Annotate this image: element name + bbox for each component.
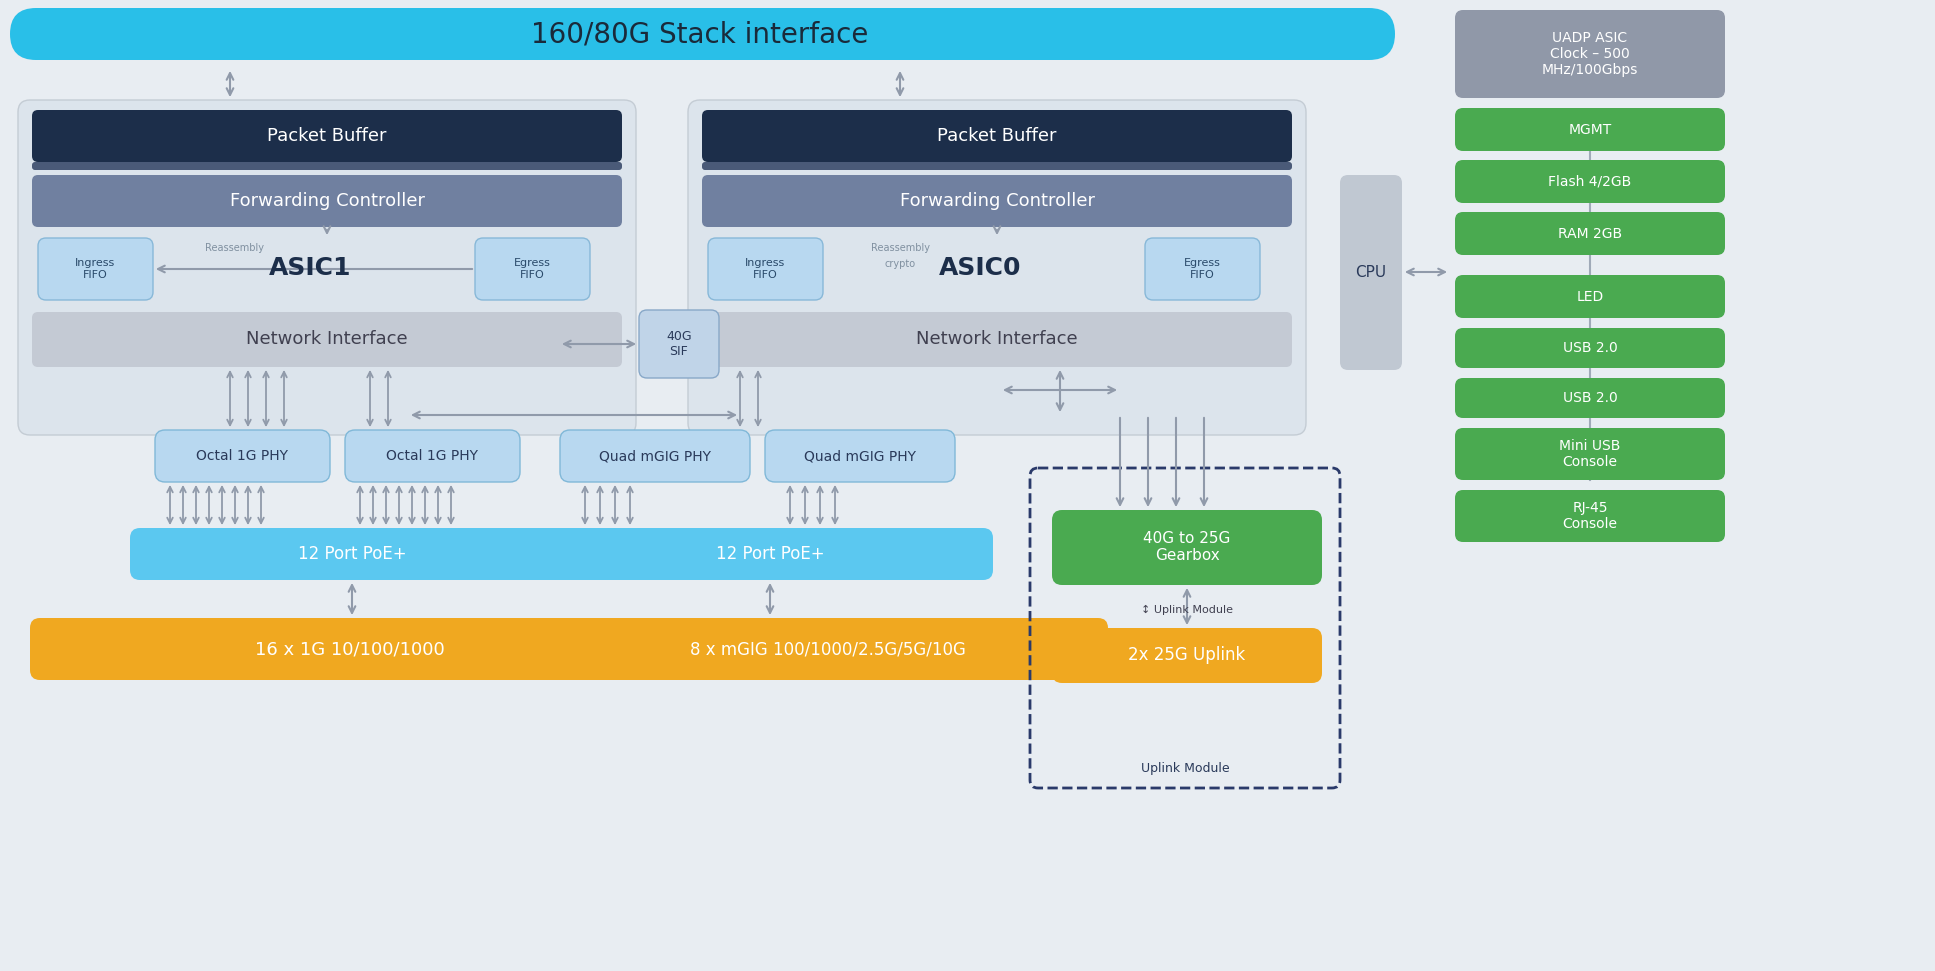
FancyBboxPatch shape bbox=[1455, 10, 1724, 98]
FancyBboxPatch shape bbox=[31, 618, 670, 680]
FancyBboxPatch shape bbox=[130, 528, 575, 580]
FancyBboxPatch shape bbox=[702, 162, 1293, 170]
FancyBboxPatch shape bbox=[1455, 328, 1724, 368]
Text: ASIC1: ASIC1 bbox=[269, 256, 352, 280]
Text: 12 Port PoE+: 12 Port PoE+ bbox=[298, 545, 406, 563]
Text: 160/80G Stack interface: 160/80G Stack interface bbox=[532, 20, 869, 48]
FancyBboxPatch shape bbox=[559, 430, 751, 482]
FancyBboxPatch shape bbox=[1455, 378, 1724, 418]
FancyBboxPatch shape bbox=[33, 175, 621, 227]
FancyBboxPatch shape bbox=[702, 175, 1293, 227]
Text: ↕ Uplink Module: ↕ Uplink Module bbox=[1142, 605, 1233, 615]
FancyBboxPatch shape bbox=[1455, 108, 1724, 151]
FancyBboxPatch shape bbox=[1455, 160, 1724, 203]
Text: Octal 1G PHY: Octal 1G PHY bbox=[195, 449, 288, 463]
Text: Ingress
FIFO: Ingress FIFO bbox=[75, 258, 114, 280]
FancyBboxPatch shape bbox=[33, 162, 621, 170]
Text: RAM 2GB: RAM 2GB bbox=[1558, 226, 1622, 241]
FancyBboxPatch shape bbox=[708, 238, 822, 300]
Text: CPU: CPU bbox=[1354, 264, 1387, 280]
FancyBboxPatch shape bbox=[17, 100, 637, 435]
FancyBboxPatch shape bbox=[344, 430, 521, 482]
Text: Octal 1G PHY: Octal 1G PHY bbox=[385, 449, 478, 463]
Text: RJ-45
Console: RJ-45 Console bbox=[1562, 501, 1618, 531]
Text: Uplink Module: Uplink Module bbox=[1142, 761, 1229, 775]
FancyBboxPatch shape bbox=[1053, 510, 1322, 585]
FancyBboxPatch shape bbox=[10, 8, 1395, 60]
Text: ASIC0: ASIC0 bbox=[938, 256, 1022, 280]
FancyBboxPatch shape bbox=[1341, 175, 1403, 370]
Text: Network Interface: Network Interface bbox=[915, 330, 1078, 348]
Text: Forwarding Controller: Forwarding Controller bbox=[900, 192, 1095, 210]
FancyBboxPatch shape bbox=[702, 110, 1293, 162]
FancyBboxPatch shape bbox=[1455, 490, 1724, 542]
Text: LED: LED bbox=[1577, 289, 1604, 304]
Text: Packet Buffer: Packet Buffer bbox=[937, 127, 1057, 145]
FancyBboxPatch shape bbox=[1146, 238, 1260, 300]
Text: Flash 4/2GB: Flash 4/2GB bbox=[1548, 175, 1631, 188]
Text: Egress
FIFO: Egress FIFO bbox=[1184, 258, 1221, 280]
Text: Mini USB
Console: Mini USB Console bbox=[1560, 439, 1622, 469]
Text: Network Interface: Network Interface bbox=[246, 330, 408, 348]
Text: 40G
SIF: 40G SIF bbox=[666, 330, 693, 358]
FancyBboxPatch shape bbox=[764, 430, 956, 482]
FancyBboxPatch shape bbox=[1455, 212, 1724, 255]
FancyBboxPatch shape bbox=[1455, 428, 1724, 480]
FancyBboxPatch shape bbox=[639, 310, 720, 378]
Text: crypto: crypto bbox=[884, 259, 915, 269]
Text: USB 2.0: USB 2.0 bbox=[1563, 341, 1618, 355]
Text: 8 x mGIG 100/1000/2.5G/5G/10G: 8 x mGIG 100/1000/2.5G/5G/10G bbox=[691, 640, 966, 658]
FancyBboxPatch shape bbox=[155, 430, 331, 482]
Text: Ingress
FIFO: Ingress FIFO bbox=[745, 258, 786, 280]
Text: 2x 25G Uplink: 2x 25G Uplink bbox=[1128, 646, 1246, 664]
Text: MGMT: MGMT bbox=[1569, 122, 1612, 137]
Text: USB 2.0: USB 2.0 bbox=[1563, 391, 1618, 405]
FancyBboxPatch shape bbox=[689, 100, 1306, 435]
Text: Packet Buffer: Packet Buffer bbox=[267, 127, 387, 145]
Text: UADP ASIC
Clock – 500
MHz/100Gbps: UADP ASIC Clock – 500 MHz/100Gbps bbox=[1542, 31, 1639, 78]
Text: 12 Port PoE+: 12 Port PoE+ bbox=[716, 545, 824, 563]
Text: Reassembly: Reassembly bbox=[871, 243, 929, 253]
FancyBboxPatch shape bbox=[1455, 275, 1724, 318]
FancyBboxPatch shape bbox=[33, 312, 621, 367]
FancyBboxPatch shape bbox=[548, 618, 1109, 680]
Text: 40G to 25G
Gearbox: 40G to 25G Gearbox bbox=[1144, 531, 1231, 563]
FancyBboxPatch shape bbox=[474, 238, 590, 300]
Text: Quad mGIG PHY: Quad mGIG PHY bbox=[600, 449, 710, 463]
Text: Egress
FIFO: Egress FIFO bbox=[513, 258, 550, 280]
FancyBboxPatch shape bbox=[39, 238, 153, 300]
Text: Reassembly: Reassembly bbox=[205, 243, 265, 253]
FancyBboxPatch shape bbox=[702, 312, 1293, 367]
Text: Forwarding Controller: Forwarding Controller bbox=[230, 192, 424, 210]
Text: 16 x 1G 10/100/1000: 16 x 1G 10/100/1000 bbox=[255, 640, 445, 658]
FancyBboxPatch shape bbox=[1053, 628, 1322, 683]
FancyBboxPatch shape bbox=[548, 528, 993, 580]
FancyBboxPatch shape bbox=[33, 110, 621, 162]
Text: Quad mGIG PHY: Quad mGIG PHY bbox=[805, 449, 915, 463]
